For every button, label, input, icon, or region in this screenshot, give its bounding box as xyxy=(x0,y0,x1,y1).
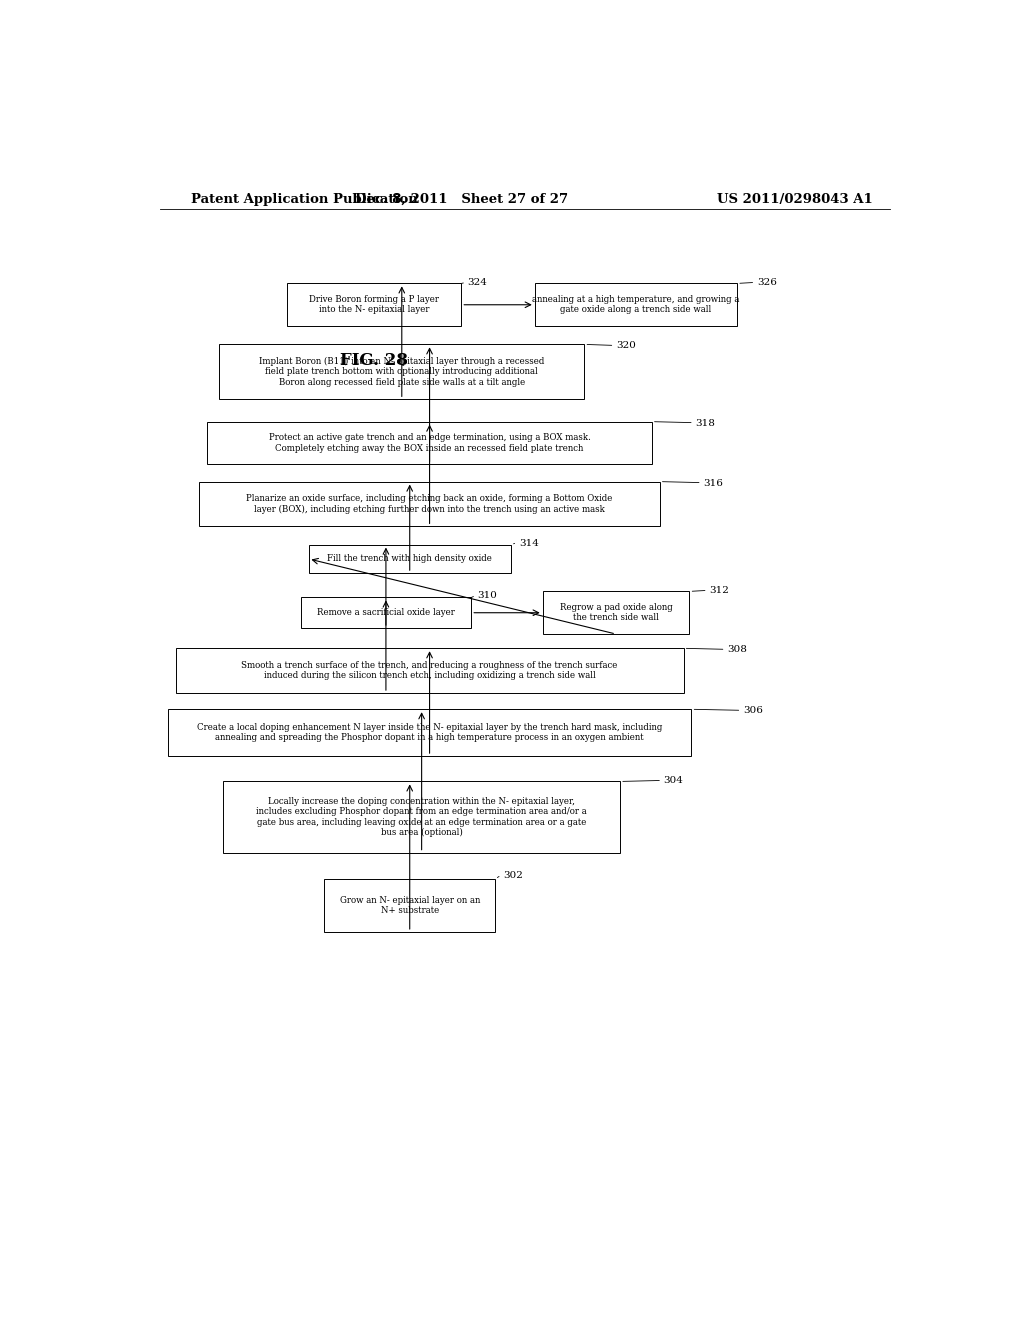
Text: 314: 314 xyxy=(519,539,539,548)
FancyBboxPatch shape xyxy=(535,284,737,326)
FancyBboxPatch shape xyxy=(168,709,691,756)
FancyBboxPatch shape xyxy=(287,284,462,326)
Text: Dec. 8, 2011   Sheet 27 of 27: Dec. 8, 2011 Sheet 27 of 27 xyxy=(354,193,568,206)
Text: Create a local doping enhancement N layer inside the N- epitaxial layer by the t: Create a local doping enhancement N laye… xyxy=(197,723,663,742)
Text: 306: 306 xyxy=(743,706,763,715)
Text: 308: 308 xyxy=(727,645,748,655)
Text: 310: 310 xyxy=(477,591,498,601)
Text: FIG. 28: FIG. 28 xyxy=(340,351,408,368)
Text: Patent Application Publication: Patent Application Publication xyxy=(191,193,418,206)
FancyBboxPatch shape xyxy=(207,421,652,465)
Text: Smooth a trench surface of the trench, and reducing a roughness of the trench su: Smooth a trench surface of the trench, a… xyxy=(242,661,617,680)
Text: US 2011/0298043 A1: US 2011/0298043 A1 xyxy=(717,193,872,206)
FancyBboxPatch shape xyxy=(223,781,620,853)
Text: Planarize an oxide surface, including etching back an oxide, forming a Bottom Ox: Planarize an oxide surface, including et… xyxy=(247,494,612,513)
Text: Remove a sacrificial oxide layer: Remove a sacrificial oxide layer xyxy=(317,609,455,618)
Text: Implant Boron (B11) into an N- epitaxial layer through a recessed
field plate tr: Implant Boron (B11) into an N- epitaxial… xyxy=(259,356,545,387)
FancyBboxPatch shape xyxy=(200,482,659,527)
Text: Regrow a pad oxide along
the trench side wall: Regrow a pad oxide along the trench side… xyxy=(560,603,673,623)
Text: 302: 302 xyxy=(503,871,523,880)
FancyBboxPatch shape xyxy=(325,879,495,932)
Text: Grow an N- epitaxial layer on an
N+ substrate: Grow an N- epitaxial layer on an N+ subs… xyxy=(340,896,480,915)
Text: 324: 324 xyxy=(468,279,487,288)
FancyBboxPatch shape xyxy=(176,648,684,693)
Text: 304: 304 xyxy=(664,776,684,785)
Text: Locally increase the doping concentration within the N- epitaxial layer,
include: Locally increase the doping concentratio… xyxy=(256,797,587,837)
Text: 326: 326 xyxy=(757,279,777,288)
Text: 316: 316 xyxy=(703,479,723,487)
FancyBboxPatch shape xyxy=(543,591,689,634)
Text: Protect an active gate trench and an edge termination, using a BOX mask.
Complet: Protect an active gate trench and an edg… xyxy=(268,433,591,453)
FancyBboxPatch shape xyxy=(308,545,511,573)
FancyBboxPatch shape xyxy=(219,345,585,399)
Text: Drive Boron forming a P layer
into the N- epitaxial layer: Drive Boron forming a P layer into the N… xyxy=(309,296,439,314)
Text: 318: 318 xyxy=(695,418,716,428)
Text: annealing at a high temperature, and growing a
gate oxide along a trench side wa: annealing at a high temperature, and gro… xyxy=(532,296,739,314)
Text: 320: 320 xyxy=(616,342,636,350)
Text: Fill the trench with high density oxide: Fill the trench with high density oxide xyxy=(328,554,493,564)
FancyBboxPatch shape xyxy=(301,598,471,628)
Text: 312: 312 xyxy=(710,586,729,595)
